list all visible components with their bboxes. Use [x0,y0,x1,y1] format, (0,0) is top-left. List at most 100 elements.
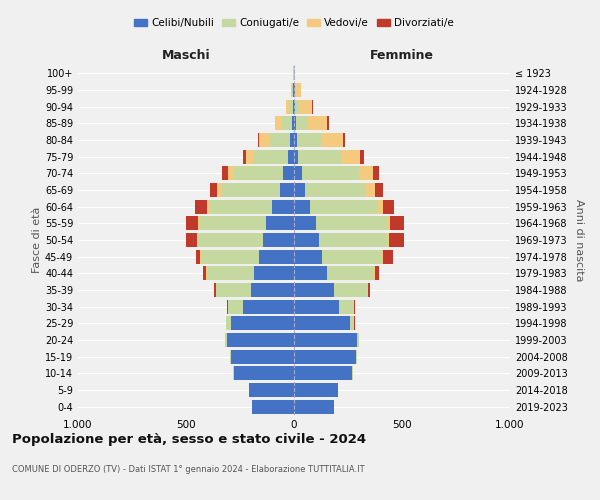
Bar [290,100,293,114]
Bar [196,250,200,264]
Bar [294,383,338,397]
Bar [290,133,294,147]
Bar [295,83,296,97]
Bar [294,333,356,347]
Bar [230,350,232,364]
Bar [283,166,294,180]
Bar [263,233,294,247]
Bar [297,133,321,147]
Bar [298,150,341,164]
Bar [294,316,350,330]
Bar [294,200,310,214]
Bar [359,166,373,180]
Bar [295,100,299,114]
Bar [383,250,394,264]
Bar [294,100,295,114]
Bar [299,100,313,114]
Bar [206,266,254,280]
Bar [243,300,294,314]
Bar [316,216,387,230]
Bar [228,166,233,180]
Bar [308,116,328,130]
Bar [198,233,263,247]
Bar [253,150,287,164]
Bar [360,150,364,164]
Bar [216,283,251,297]
Bar [217,183,221,197]
Bar [232,316,294,330]
Bar [286,100,290,114]
Bar [350,316,355,330]
Bar [293,100,294,114]
Bar [310,200,377,214]
Bar [226,316,232,330]
Bar [294,366,352,380]
Bar [270,133,290,147]
Bar [374,266,379,280]
Bar [294,183,305,197]
Bar [272,200,294,214]
Bar [248,383,294,397]
Bar [198,216,199,230]
Bar [294,350,356,364]
Bar [266,216,294,230]
Text: Maschi: Maschi [161,48,211,62]
Bar [275,116,282,130]
Bar [294,216,316,230]
Y-axis label: Anni di nascita: Anni di nascita [574,198,584,281]
Bar [294,283,334,297]
Bar [321,133,343,147]
Text: Popolazione per età, sesso e stato civile - 2024: Popolazione per età, sesso e stato civil… [12,432,366,446]
Bar [334,283,367,297]
Bar [214,283,216,297]
Bar [367,183,375,197]
Bar [294,233,319,247]
Bar [292,83,293,97]
Bar [322,250,382,264]
Bar [207,200,210,214]
Bar [227,300,228,314]
Bar [221,166,228,180]
Bar [341,150,360,164]
Bar [247,150,253,164]
Bar [368,283,370,297]
Bar [287,150,294,164]
Bar [292,116,294,130]
Bar [201,250,259,264]
Bar [390,216,404,230]
Bar [389,233,404,247]
Bar [294,150,298,164]
Bar [259,250,294,264]
Y-axis label: Fasce di età: Fasce di età [32,207,42,273]
Bar [375,183,383,197]
Bar [356,333,359,347]
Bar [294,133,297,147]
Bar [294,166,302,180]
Bar [294,266,328,280]
Bar [340,300,353,314]
Bar [232,350,294,364]
Bar [254,266,294,280]
Bar [294,116,296,130]
Bar [302,166,359,180]
Bar [195,200,207,214]
Bar [387,216,390,230]
Bar [305,183,367,197]
Bar [210,183,217,197]
Bar [294,250,322,264]
Bar [221,183,280,197]
Bar [282,116,292,130]
Bar [210,200,272,214]
Bar [328,266,374,280]
Bar [203,266,206,280]
Bar [243,150,247,164]
Bar [293,83,294,97]
Bar [377,200,383,214]
Bar [197,233,198,247]
Bar [294,400,334,414]
Bar [294,300,340,314]
Text: Femmine: Femmine [370,48,434,62]
Bar [319,233,387,247]
Bar [387,233,389,247]
Bar [294,83,295,97]
